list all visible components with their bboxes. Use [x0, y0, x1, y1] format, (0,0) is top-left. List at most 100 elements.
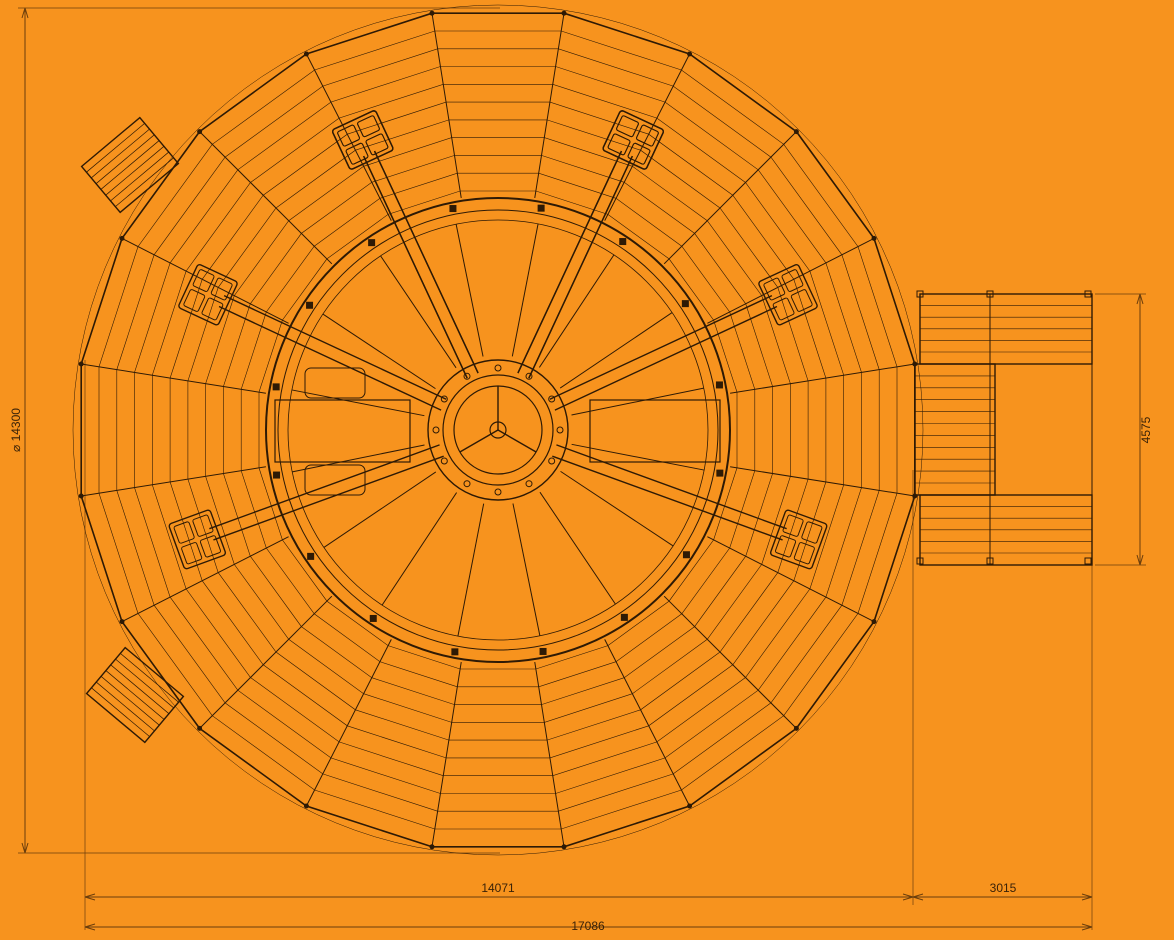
seat — [192, 269, 215, 292]
seat — [627, 142, 651, 165]
support-spoke — [559, 312, 673, 389]
seat — [772, 297, 795, 321]
support-spoke — [571, 387, 704, 416]
deck-post — [871, 235, 877, 241]
ring-bracket — [273, 471, 281, 479]
deck-post — [303, 51, 309, 57]
sweep-arm — [549, 295, 778, 411]
seat — [337, 124, 360, 147]
hub-outer — [427, 359, 569, 501]
seat — [801, 521, 823, 544]
stair-step — [91, 128, 150, 179]
deck-divider — [707, 237, 875, 324]
seat — [781, 269, 804, 292]
gondola-frame — [769, 509, 828, 570]
hub-bolt — [548, 395, 556, 403]
seat — [345, 142, 369, 165]
hub-bolt — [494, 364, 502, 372]
stair-step — [115, 157, 174, 207]
support-spoke — [455, 224, 484, 357]
deck-post — [429, 10, 435, 16]
hub-bolt — [440, 457, 448, 465]
gondola-frame — [758, 263, 818, 326]
sweep-arm — [517, 150, 633, 379]
seat-gondola — [602, 110, 665, 170]
deck-divider — [199, 131, 333, 265]
deck-divider — [431, 13, 462, 198]
total-length-label: 17086 — [571, 919, 605, 933]
deck-divider — [730, 466, 915, 497]
stair-step — [115, 658, 174, 709]
deck-divider — [199, 595, 333, 729]
stair-step — [100, 140, 160, 190]
stair-step — [105, 146, 165, 196]
sweep-arm — [209, 444, 444, 541]
deck-post — [429, 844, 435, 850]
ring-bracket — [369, 614, 377, 622]
stair-unit — [80, 116, 180, 214]
seat — [357, 115, 380, 138]
left-motor-top — [304, 367, 366, 399]
deck-post — [871, 619, 877, 625]
ring-bracket — [682, 551, 690, 559]
deck-post — [793, 725, 799, 731]
inner-ring-rail — [287, 219, 709, 641]
deck-post — [687, 803, 693, 809]
deck-divider — [604, 53, 691, 221]
sweep-arm — [363, 150, 479, 379]
seat — [201, 297, 224, 321]
stair-frame — [80, 116, 180, 214]
support-spoke — [381, 492, 458, 606]
deck-divider — [81, 466, 266, 497]
support-spoke — [539, 491, 616, 605]
ramp-width-label: 3015 — [990, 881, 1017, 895]
seat — [365, 133, 389, 156]
ring-bracket — [537, 204, 545, 212]
hub-spoke — [459, 429, 499, 453]
hub-bolt — [494, 488, 502, 496]
deck-post — [119, 619, 125, 625]
support-spoke — [571, 443, 705, 471]
hub-bolt — [525, 372, 533, 380]
stair-step — [95, 134, 155, 184]
seat — [210, 277, 233, 301]
seat — [775, 535, 797, 558]
deck-divider — [730, 363, 915, 394]
seat — [199, 535, 221, 558]
gondola-frame — [602, 110, 665, 170]
right-drive-bed — [589, 399, 721, 463]
seat — [173, 521, 195, 544]
ring-bracket — [449, 205, 457, 213]
deck-divider — [81, 363, 266, 394]
seat — [616, 115, 639, 138]
dimension-lines — [18, 7, 1146, 931]
total-arrows — [84, 923, 1093, 931]
hub-bolt — [525, 480, 533, 488]
deck-divider — [431, 662, 462, 847]
deck-divider — [305, 639, 392, 807]
hub-bolt — [463, 372, 471, 380]
ring-bracket — [681, 300, 689, 308]
deck-post — [78, 361, 84, 367]
stair-step — [120, 653, 179, 703]
seat — [181, 542, 203, 565]
platform-post — [986, 290, 994, 298]
ring-bracket — [715, 381, 723, 389]
deck-divider — [707, 536, 875, 623]
support-spoke — [380, 255, 457, 369]
deck-divider — [604, 639, 691, 807]
ring-bracket — [306, 301, 314, 309]
seat — [607, 133, 631, 156]
seat-gondola — [769, 509, 828, 570]
hub-bolt — [432, 426, 440, 434]
seat-gondolas — [168, 110, 828, 570]
seat — [183, 289, 206, 312]
stair-step — [91, 687, 150, 737]
seat-gondola — [331, 110, 394, 170]
ring-bracket — [451, 648, 459, 656]
hub-bolt — [440, 395, 448, 403]
platform-post — [1084, 557, 1092, 565]
seat — [636, 124, 659, 147]
